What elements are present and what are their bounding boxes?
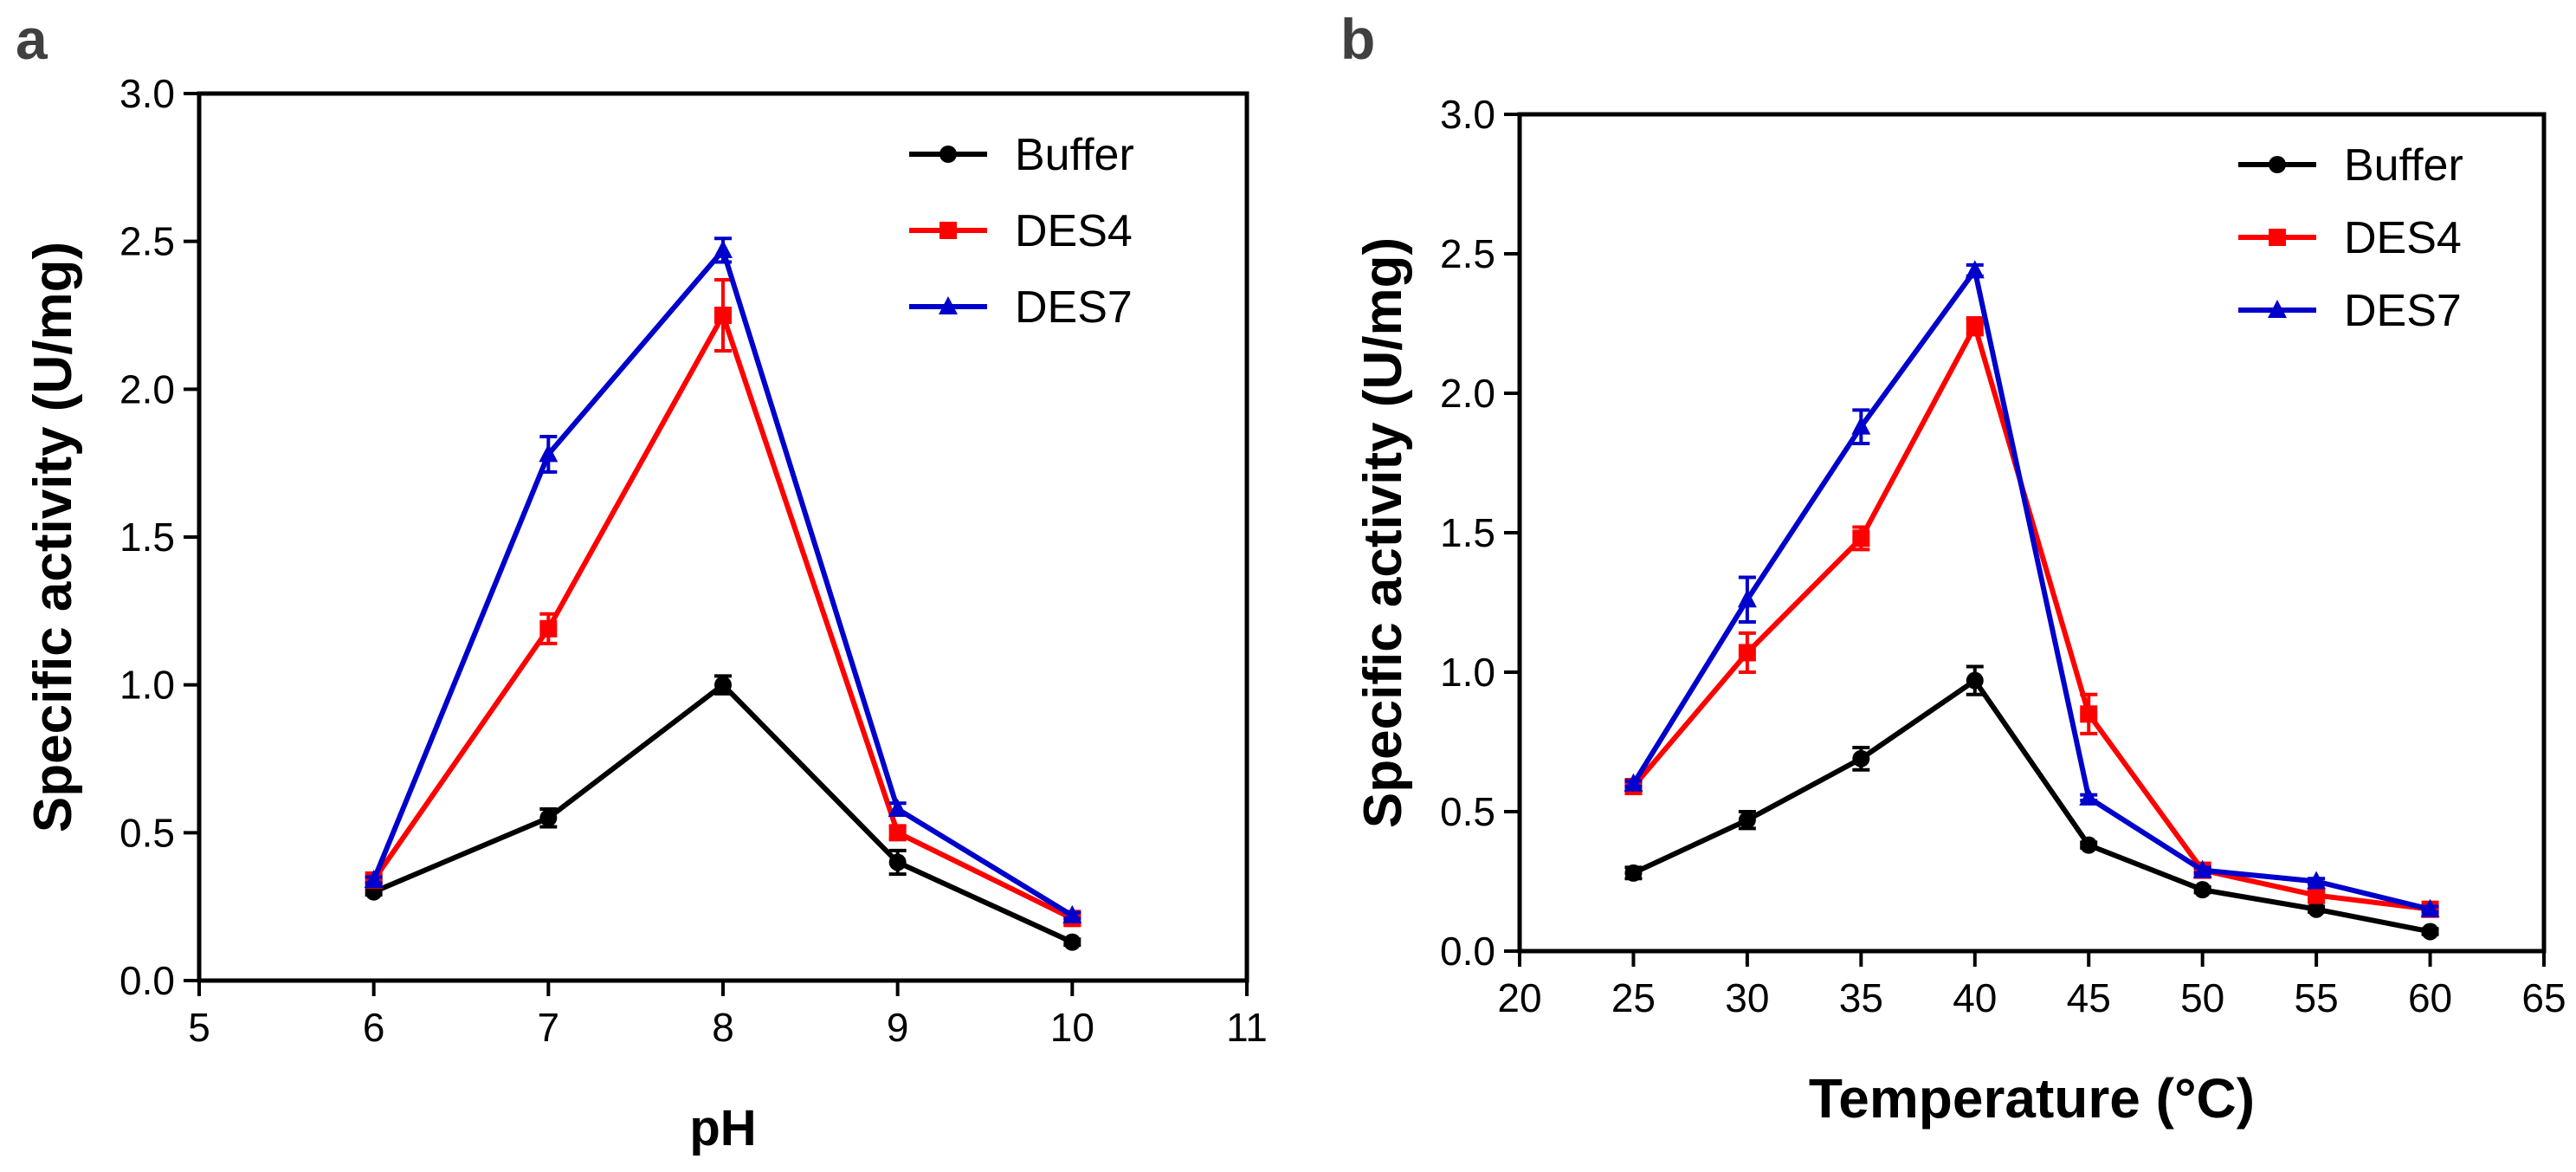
series-line-des4	[1631, 319, 2431, 912]
legend-label: Buffer	[1015, 130, 1134, 180]
x-tick-label: 11	[1226, 1005, 1268, 1050]
data-point-des7	[2307, 871, 2327, 890]
x-tick-label: 60	[2408, 975, 2452, 1020]
y-tick-label: 0.5	[119, 810, 175, 855]
series-line-buffer	[372, 681, 1074, 945]
data-point-des4	[888, 824, 907, 842]
data-point-des4	[1738, 644, 1756, 662]
y-tick-label: 0.0	[119, 958, 175, 1003]
y-tick-label: 0.0	[1440, 929, 1495, 974]
y-tick-label: 2.5	[119, 219, 175, 264]
data-point-buffer	[1063, 933, 1081, 951]
x-tick-label: 5	[188, 1005, 210, 1050]
y-axis-label: Specific activity (U/mg)	[23, 242, 83, 832]
y-tick-label: 2.0	[1440, 371, 1495, 416]
data-point-buffer	[1966, 671, 1984, 690]
legend-label: DES7	[1015, 282, 1133, 333]
series-buffer: Buffer	[365, 130, 1134, 951]
x-tick-label: 10	[1050, 1005, 1094, 1050]
data-point-buffer	[1624, 864, 1643, 882]
data-point-des7	[2079, 787, 2099, 806]
series-buffer: Buffer	[1624, 140, 2463, 941]
data-point-des4	[1852, 529, 1870, 547]
y-tick-label: 1.0	[1440, 650, 1495, 695]
panel-letter: b	[1340, 7, 1375, 71]
x-tick-label: 9	[887, 1005, 909, 1050]
legend-marker	[2269, 229, 2286, 246]
x-tick-label: 25	[1611, 975, 1656, 1020]
data-point-des4	[2080, 705, 2098, 723]
data-point-des4	[2308, 886, 2326, 904]
series-des7: DES7	[1624, 260, 2462, 917]
data-point-des7	[1851, 416, 1871, 435]
legend-label: DES4	[1015, 206, 1133, 256]
x-tick-label: 20	[1497, 975, 1541, 1020]
data-point-des7	[1965, 260, 1985, 279]
data-point-buffer	[2080, 836, 2098, 854]
data-point-des4	[539, 619, 558, 638]
y-tick-label: 2.5	[1440, 231, 1495, 276]
data-point-buffer	[2421, 923, 2439, 941]
series-line-des7	[1630, 264, 2431, 912]
x-tick-label: 55	[2295, 975, 2339, 1020]
x-tick-label: 40	[1953, 975, 1997, 1020]
data-point-des4	[714, 307, 732, 324]
x-tick-label: 65	[2521, 975, 2566, 1020]
data-point-buffer	[539, 809, 558, 827]
chart-panel-b: b 0.0 0.5 1.0 1.5 2.0 2.5 3.0 20 25 30 35 40 45 50 55 60…	[1340, 7, 2566, 1130]
y-tick-label: 3.0	[119, 71, 175, 116]
x-axis-label: pH	[689, 1100, 756, 1156]
legend-marker	[939, 296, 958, 314]
data-point-des7	[539, 444, 558, 463]
legend-marker	[2269, 156, 2286, 173]
y-tick-label: 1.5	[1440, 510, 1495, 555]
data-point-des7	[2192, 859, 2212, 878]
x-tick-label: 45	[2067, 975, 2111, 1020]
x-tick-label: 50	[2180, 975, 2224, 1020]
data-point-buffer	[1738, 811, 1756, 829]
data-point-des7	[1062, 904, 1082, 923]
x-tick-label: 8	[712, 1005, 734, 1050]
x-tick-label: 35	[1839, 975, 1883, 1020]
data-point-buffer	[714, 676, 732, 694]
legend-marker	[2268, 300, 2287, 318]
x-axis-label: Temperature (°C)	[1809, 1067, 2255, 1130]
y-tick-label: 1.5	[119, 515, 175, 560]
data-point-des7	[1737, 589, 1757, 608]
data-point-des7	[888, 799, 907, 818]
y-axis-label: Specific activity (U/mg)	[1353, 237, 1413, 828]
legend-label: Buffer	[2344, 140, 2463, 191]
chart-panel-a: a 0.0 0.5 1.0 1.5 2.0 2.5 3.0 5 6 7 8 9 10 11 Specific …	[16, 7, 1268, 1156]
legend-marker	[939, 222, 957, 239]
data-point-buffer	[888, 853, 907, 871]
x-tick-label: 6	[363, 1005, 385, 1050]
data-point-buffer	[2193, 881, 2211, 899]
series-des7: DES7	[364, 236, 1133, 923]
x-tick-label: 7	[538, 1005, 560, 1050]
legend-marker	[939, 146, 957, 163]
x-tick-label: 30	[1725, 975, 1769, 1020]
y-tick-label: 3.0	[1440, 92, 1495, 137]
data-point-des7	[364, 869, 384, 888]
panel-letter: a	[16, 7, 48, 71]
legend-label: DES7	[2344, 286, 2462, 336]
data-point-des7	[2420, 898, 2440, 917]
series-line-des4	[371, 308, 1074, 922]
data-point-des7	[713, 239, 733, 258]
legend-label: DES4	[2344, 213, 2462, 263]
y-tick-label: 1.0	[119, 663, 175, 708]
y-tick-label: 0.5	[1440, 789, 1495, 834]
data-point-des7	[1624, 773, 1643, 792]
data-point-buffer	[2308, 900, 2326, 918]
data-point-des4	[1966, 317, 1984, 335]
data-point-buffer	[1852, 749, 1870, 767]
y-tick-label: 2.0	[119, 366, 175, 411]
series-line-buffer	[1632, 677, 2431, 935]
